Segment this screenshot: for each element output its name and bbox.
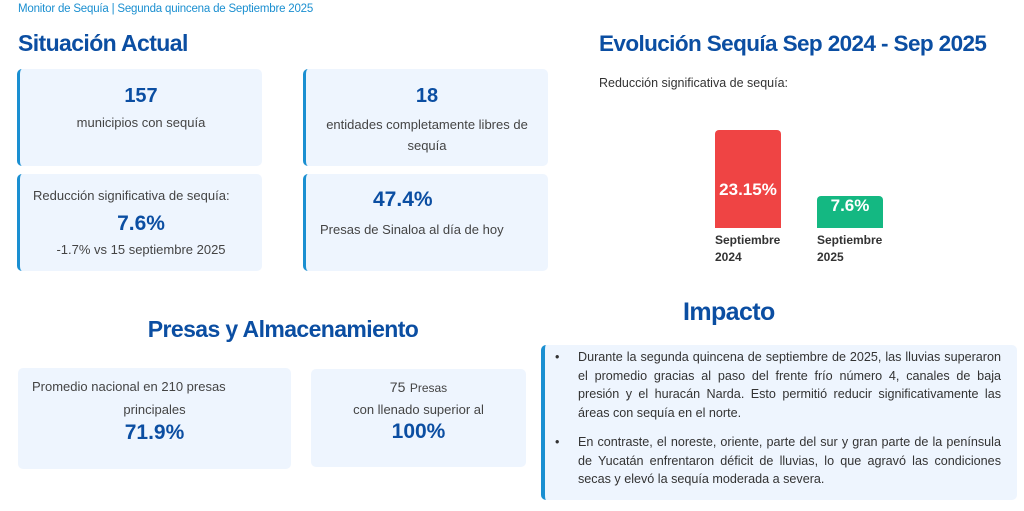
card-municipios: 157 municipios con sequía: [17, 69, 262, 166]
impacto-bullet-item: • Durante la segunda quincena de septiem…: [545, 348, 1001, 422]
impacto-bullet-text: En contraste, el noreste, oriente, parte…: [578, 435, 1001, 486]
evolucion-bar-chart: 23.15% Septiembre 2024 7.6% Septiembre 2025: [700, 120, 920, 270]
category-label-line: 2025: [817, 250, 844, 264]
category-label: Septiembre 2025: [817, 232, 882, 266]
evolucion-subtitle: Reducción significativa de sequía:: [599, 76, 789, 90]
impacto-title: Impacto: [683, 298, 775, 326]
evolucion-title: Evolución Sequía Sep 2024 - Sep 2025: [599, 31, 987, 56]
bullet-icon: •: [555, 435, 560, 449]
category-label: Septiembre 2024: [715, 232, 780, 266]
presas-title: Presas y Almacenamiento: [147, 316, 419, 342]
impacto-box: • Durante la segunda quincena de septiem…: [541, 345, 1017, 500]
reduccion-heading: Reducción significativa de sequía:: [33, 188, 230, 203]
card-presas-llenado: 75 Presas con llenado superior al 100%: [311, 369, 526, 467]
presas-count-unit: Presas: [409, 381, 448, 395]
sinaloa-value: 47.4%: [373, 188, 433, 211]
bar-sep-2024: [715, 130, 781, 228]
breadcrumb: Monitor de Sequía | Segunda quincena de …: [18, 3, 314, 15]
bullet-icon: •: [555, 350, 560, 364]
category-label-line: Septiembre: [817, 233, 883, 247]
category-label-line: Septiembre: [715, 233, 781, 247]
card-entidades: 18 entidades completamente libres de seq…: [303, 69, 548, 166]
card-reduccion: Reducción significativa de sequía: 7.6% …: [17, 174, 262, 271]
situacion-title: Situación Actual: [18, 30, 188, 56]
municipios-label: municipios con sequía: [76, 115, 206, 130]
impacto-bullet-item: • En contraste, el noreste, oriente, par…: [545, 433, 1001, 489]
category-label-line: 2024: [715, 250, 742, 264]
municipios-value: 157: [124, 85, 158, 107]
llenado-line2: con llenado superior al: [353, 402, 484, 417]
promedio-line1: Promedio nacional en 210 presas: [32, 379, 226, 394]
reduccion-value: 7.6%: [117, 212, 165, 235]
impacto-bullet-text: Durante la segunda quincena de septiembr…: [578, 350, 1001, 420]
card-presas-sinaloa: 47.4% Presas de Sinaloa al día de hoy: [303, 174, 548, 271]
card-promedio-nacional: Promedio nacional en 210 presas principa…: [18, 368, 291, 469]
reduccion-note: -1.7% vs 15 septiembre 2025: [56, 242, 226, 257]
bar-data-label: 7.6%: [830, 196, 870, 215]
promedio-value: 71.9%: [124, 421, 185, 444]
entidades-value: 18: [415, 85, 439, 107]
entidades-label: entidades completamente libres de sequía: [326, 117, 528, 153]
llenado-value: 100%: [391, 420, 446, 443]
promedio-line2: principales: [123, 402, 186, 417]
bar-data-label: 23.15%: [719, 180, 777, 199]
bar-sep-2025: [817, 195, 883, 228]
sinaloa-label: Presas de Sinaloa al día de hoy: [320, 222, 504, 237]
presas-count: 75: [389, 379, 406, 395]
